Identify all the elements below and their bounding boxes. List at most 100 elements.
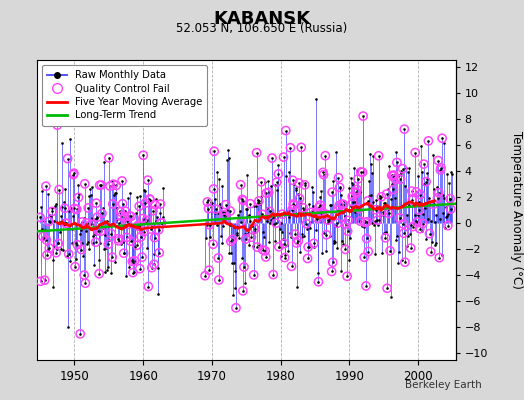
Point [430, 186, 438, 192]
Point [388, 172, 396, 178]
Point [320, 230, 329, 236]
Point [259, 229, 268, 235]
Point [366, 150, 374, 157]
Point [280, 254, 289, 261]
Point [348, 193, 356, 200]
Point [148, 223, 157, 229]
Point [79, 253, 88, 259]
Point [78, 219, 86, 225]
Point [444, 211, 453, 217]
Point [221, 209, 230, 215]
Point [295, 180, 303, 186]
Point [95, 182, 104, 188]
Point [297, 144, 305, 150]
Point [260, 179, 269, 185]
Point [281, 127, 290, 134]
Point [262, 190, 270, 196]
Point [315, 204, 323, 210]
Point [414, 172, 422, 179]
Point [124, 195, 133, 201]
Point [77, 226, 85, 233]
Point [64, 251, 73, 257]
Point [343, 273, 351, 280]
Point [384, 206, 392, 212]
Point [98, 210, 106, 217]
Point [407, 245, 415, 251]
Point [375, 216, 384, 223]
Point [289, 201, 298, 207]
Point [122, 272, 130, 279]
Point [407, 222, 416, 228]
Point [305, 219, 314, 225]
Point [422, 176, 431, 182]
Point [106, 183, 114, 189]
Point [360, 254, 368, 260]
Point [281, 252, 289, 258]
Point [121, 208, 129, 214]
Point [304, 244, 312, 250]
Point [138, 216, 147, 222]
Point [143, 245, 151, 251]
Point [41, 183, 50, 190]
Point [238, 288, 247, 294]
Point [331, 222, 340, 229]
Point [278, 228, 286, 235]
Point [96, 228, 105, 234]
Point [39, 233, 47, 240]
Point [344, 217, 353, 224]
Point [372, 206, 380, 213]
Point [347, 202, 355, 209]
Point [136, 266, 144, 272]
Point [97, 182, 105, 188]
Point [102, 245, 110, 252]
Point [354, 176, 362, 182]
Point [402, 243, 411, 249]
Point [124, 221, 132, 228]
Point [290, 202, 298, 208]
Point [65, 208, 73, 214]
Point [137, 234, 145, 240]
Point [440, 140, 449, 146]
Point [356, 218, 364, 224]
Point [95, 182, 104, 188]
Point [100, 159, 108, 165]
Point [390, 172, 398, 178]
Point [154, 291, 162, 297]
Point [100, 246, 108, 253]
Point [324, 220, 332, 226]
Point [298, 231, 307, 238]
Point [227, 249, 236, 256]
Point [391, 237, 400, 244]
Point [325, 216, 333, 222]
Point [77, 246, 85, 253]
Point [64, 251, 73, 257]
Point [436, 167, 444, 173]
Point [265, 189, 273, 196]
Point [114, 238, 123, 244]
Point [236, 182, 245, 188]
Point [93, 214, 102, 220]
Point [58, 204, 67, 210]
Point [123, 234, 131, 240]
Point [431, 242, 439, 249]
Point [377, 194, 386, 200]
Point [226, 238, 235, 245]
Point [440, 195, 448, 202]
Point [423, 170, 431, 176]
Point [60, 198, 68, 205]
Point [54, 240, 63, 247]
Point [335, 184, 344, 190]
Text: Temperature Anomaly (°C): Temperature Anomaly (°C) [510, 131, 522, 289]
Point [374, 153, 383, 159]
Point [318, 208, 326, 215]
Point [361, 219, 369, 226]
Point [63, 253, 71, 259]
Point [141, 187, 149, 194]
Point [86, 186, 94, 192]
Point [106, 183, 114, 189]
Point [400, 230, 408, 236]
Point [46, 212, 54, 218]
Point [37, 278, 45, 284]
Point [237, 219, 245, 226]
Point [316, 210, 325, 216]
